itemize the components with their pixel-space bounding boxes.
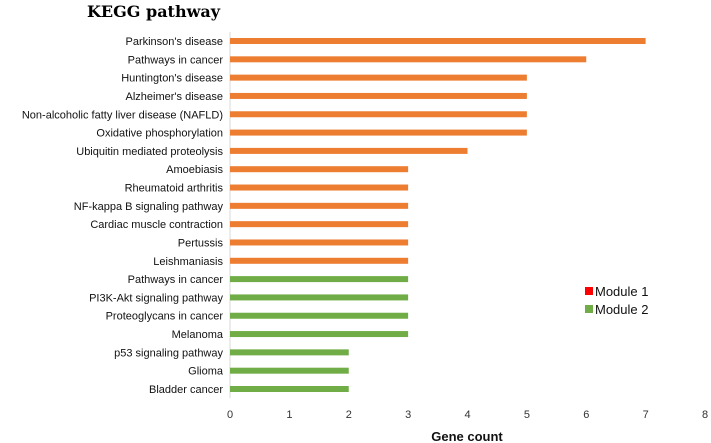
category-label: Cardiac muscle contraction <box>90 219 223 231</box>
bar <box>230 276 409 283</box>
category-label: Non-alcoholic fatty liver disease (NAFLD… <box>22 109 223 121</box>
chart-title: KEGG pathway <box>87 2 221 21</box>
category-label: Bladder cancer <box>149 384 223 396</box>
category-label: Pathways in cancer <box>128 54 224 66</box>
category-label: Amoebiasis <box>166 164 223 176</box>
bar <box>230 386 349 392</box>
x-tick-labels: 0 1 2 3 4 5 6 7 8 <box>227 409 708 421</box>
category-label: Ubiquitin mediated proteolysis <box>76 146 223 158</box>
category-label: Glioma <box>188 366 224 378</box>
bar <box>230 331 409 338</box>
bar <box>230 367 349 374</box>
legend-label: Module 2 <box>595 302 648 317</box>
bar <box>230 221 409 228</box>
category-label: NF-kappa B signaling pathway <box>74 201 224 213</box>
category-label: Pathways in cancer <box>128 274 224 286</box>
x-tick-label: 7 <box>643 409 649 421</box>
x-tick-label: 0 <box>227 409 233 421</box>
category-label: Proteoglycans in cancer <box>106 311 224 323</box>
bars-group <box>230 38 646 392</box>
bar <box>230 312 409 319</box>
bar <box>230 294 409 301</box>
legend-swatch <box>585 305 593 313</box>
bar <box>230 202 409 209</box>
x-tick-label: 3 <box>405 409 411 421</box>
bar <box>230 239 409 246</box>
category-label: PI3K-Akt signaling pathway <box>89 292 223 304</box>
bar <box>230 257 409 264</box>
bar <box>230 147 468 154</box>
category-labels: Parkinson's disease Pathways in cancer Hun… <box>22 36 224 396</box>
legend-label: Module 1 <box>595 284 648 299</box>
x-tick-label: 2 <box>346 409 352 421</box>
bar <box>230 74 527 81</box>
category-label: Huntington's disease <box>121 73 223 85</box>
bar <box>230 92 527 99</box>
bar <box>230 111 527 118</box>
legend: Module 1 Module 2 <box>585 284 648 317</box>
category-label: Leishmaniasis <box>153 256 223 268</box>
x-tick-label: 4 <box>464 409 470 421</box>
bar <box>230 349 349 356</box>
bar <box>230 38 646 44</box>
bar <box>230 166 409 173</box>
x-tick-label: 6 <box>583 409 589 421</box>
x-tick-label: 8 <box>702 409 708 421</box>
bar <box>230 129 527 136</box>
bar <box>230 56 587 63</box>
category-label: Melanoma <box>172 329 224 341</box>
category-label: Oxidative phosphorylation <box>96 128 223 140</box>
x-axis-label: Gene count <box>431 429 503 443</box>
category-label: Rheumatoid arthritis <box>125 183 224 195</box>
category-label: Pertussis <box>178 237 224 249</box>
bar <box>230 184 409 191</box>
category-label: Parkinson's disease <box>126 36 224 48</box>
x-tick-label: 5 <box>524 409 530 421</box>
legend-swatch <box>585 287 593 295</box>
category-label: Alzheimer's disease <box>126 91 223 103</box>
x-tick-label: 1 <box>286 409 292 421</box>
category-label: p53 signaling pathway <box>114 347 223 359</box>
